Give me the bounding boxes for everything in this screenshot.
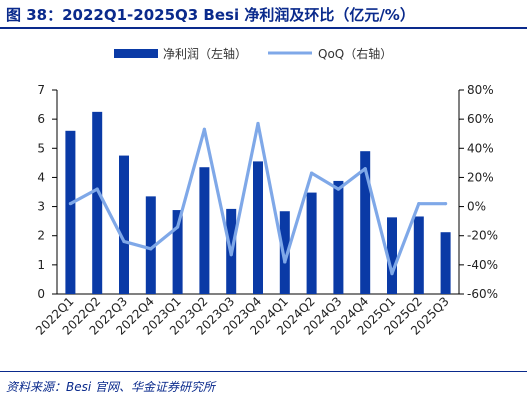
bar-2022Q1 (65, 130, 76, 294)
right-tick-label: 60% (467, 112, 494, 126)
bar-2025Q3 (440, 232, 451, 294)
qoq-point-2024Q1 (283, 260, 287, 264)
qoq-point-2022Q1 (68, 202, 72, 206)
qoq-point-2024Q2 (310, 171, 314, 175)
left-tick-label: 5 (37, 141, 45, 155)
qoq-point-2023Q2 (202, 127, 206, 131)
bar-2022Q2 (92, 111, 103, 294)
bar-2024Q4 (360, 151, 371, 294)
right-tick-label: 20% (467, 170, 494, 184)
bar-2025Q2 (413, 216, 424, 294)
bar-2024Q1 (279, 211, 290, 294)
qoq-point-2024Q4 (363, 167, 367, 171)
bars (65, 111, 451, 294)
bar-2024Q3 (333, 180, 344, 294)
legend-line-label: QoQ（右轴） (318, 46, 392, 61)
right-tick-label: -40% (467, 258, 498, 272)
qoq-point-2025Q1 (390, 272, 394, 276)
qoq-point-2023Q1 (176, 225, 180, 229)
left-tick-label: 7 (37, 83, 45, 97)
bar-2024Q2 (306, 192, 317, 294)
bar-2025Q1 (387, 217, 397, 294)
legend: 净利润（左轴） QoQ（右轴） (114, 46, 392, 61)
chart: 净利润（左轴） QoQ（右轴） 0 1 2 3 4 5 6 7 -60% -40% -20% 0% 20… (33, 46, 498, 338)
qoq-line (68, 121, 448, 276)
source-divider (0, 371, 527, 372)
left-tick-label: 2 (37, 229, 45, 243)
bar-2022Q4 (145, 196, 156, 294)
qoq-point-2022Q2 (95, 187, 99, 191)
right-tick-label: 0% (467, 200, 486, 214)
legend-bar-swatch (114, 49, 158, 58)
qoq-point-2023Q3 (229, 253, 233, 257)
axes: 0 1 2 3 4 5 6 7 -60% -40% -20% 0% 20% 40% 60% 80% (37, 83, 498, 301)
left-tick-label: 6 (37, 112, 45, 126)
left-tick-label: 1 (37, 258, 45, 272)
title-divider (0, 27, 527, 29)
bar-2023Q2 (199, 167, 210, 294)
left-tick-label: 3 (37, 200, 45, 214)
qoq-point-2024Q3 (336, 187, 340, 191)
right-tick-label: 40% (467, 141, 494, 155)
qoq-point-2025Q3 (444, 202, 448, 206)
qoq-point-2023Q4 (256, 121, 260, 126)
qoq-point-2022Q3 (122, 239, 126, 244)
right-tick-label: -20% (467, 229, 498, 243)
qoq-point-2025Q2 (417, 202, 421, 206)
right-tick-label: 80% (467, 83, 494, 97)
x-tick-labels: 2022Q12022Q22022Q32022Q42023Q12023Q22023… (33, 294, 452, 338)
left-tick-label: 4 (37, 170, 45, 184)
bar-2023Q4 (253, 161, 263, 294)
bar-2022Q3 (119, 155, 129, 294)
left-tick-label: 0 (37, 287, 45, 301)
bar-2023Q1 (172, 210, 183, 294)
right-tick-label: -60% (467, 287, 498, 301)
chart-title: 图 38：2022Q1-2025Q3 Besi 净利润及环比（亿元/%） (6, 6, 415, 24)
legend-bar-label: 净利润（左轴） (163, 46, 247, 61)
source-note: 资料来源：Besi 官网、华金证券研究所 (6, 380, 216, 394)
qoq-point-2022Q4 (149, 247, 153, 251)
